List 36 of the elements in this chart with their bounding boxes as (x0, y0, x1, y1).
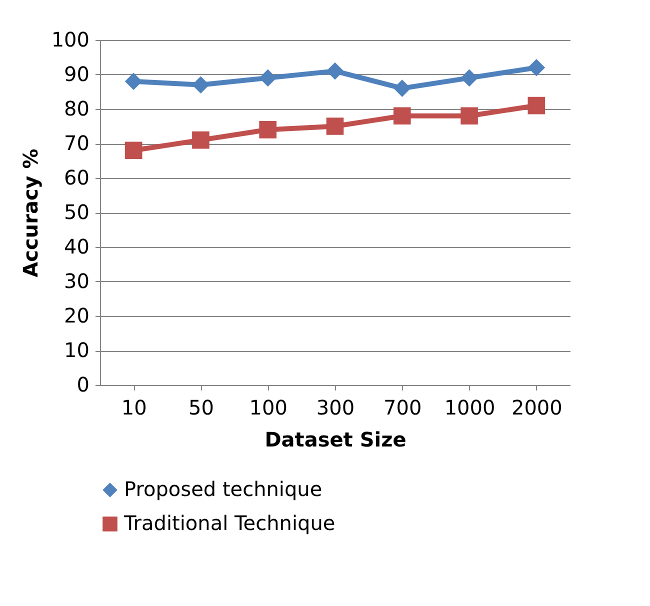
x-tick-label: 1000 (444, 396, 496, 420)
point (259, 121, 277, 138)
point (460, 107, 478, 125)
x-axis-title: Dataset Size (264, 428, 406, 452)
x-tick-label: 2000 (511, 396, 562, 420)
point (326, 118, 344, 135)
legend-label: Proposed technique (124, 477, 322, 501)
y-tick-label: 0 (76, 372, 90, 396)
x-tick-label: 300 (316, 396, 355, 420)
x-tick-label: 100 (249, 396, 288, 420)
y-tick-label: 40 (64, 234, 90, 258)
point (192, 131, 210, 149)
legend-label: Traditional Technique (123, 511, 336, 535)
point (259, 69, 277, 87)
y-tick-label: 50 (64, 200, 90, 224)
point (192, 76, 210, 94)
point (460, 69, 478, 87)
y-tick-label: 80 (64, 96, 90, 120)
x-tick-label: 50 (188, 396, 214, 420)
point (124, 72, 142, 90)
x-tick-label: 10 (121, 396, 147, 420)
y-tick-label: 60 (64, 166, 90, 190)
point (528, 96, 546, 114)
point (124, 142, 142, 160)
y-axis-title: Accuracy % (18, 148, 42, 278)
y-tick-label: 70 (64, 131, 90, 155)
y-tick-label: 10 (64, 338, 90, 362)
point (393, 80, 411, 97)
y-tick-label: 30 (64, 269, 90, 293)
point (393, 107, 411, 125)
y-tick-label: 90 (64, 62, 90, 86)
y-tick-label: 100 (51, 28, 90, 52)
point (326, 62, 344, 80)
y-tick-label: 20 (64, 304, 90, 328)
x-tick-label: 700 (384, 396, 422, 420)
point (528, 58, 546, 76)
